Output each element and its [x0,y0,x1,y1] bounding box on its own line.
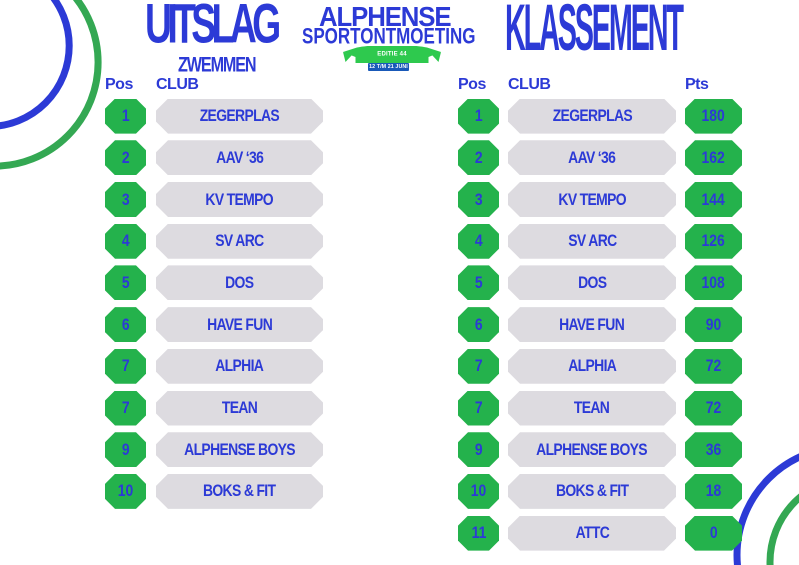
svg-text:EDITIE 44: EDITIE 44 [377,52,407,58]
